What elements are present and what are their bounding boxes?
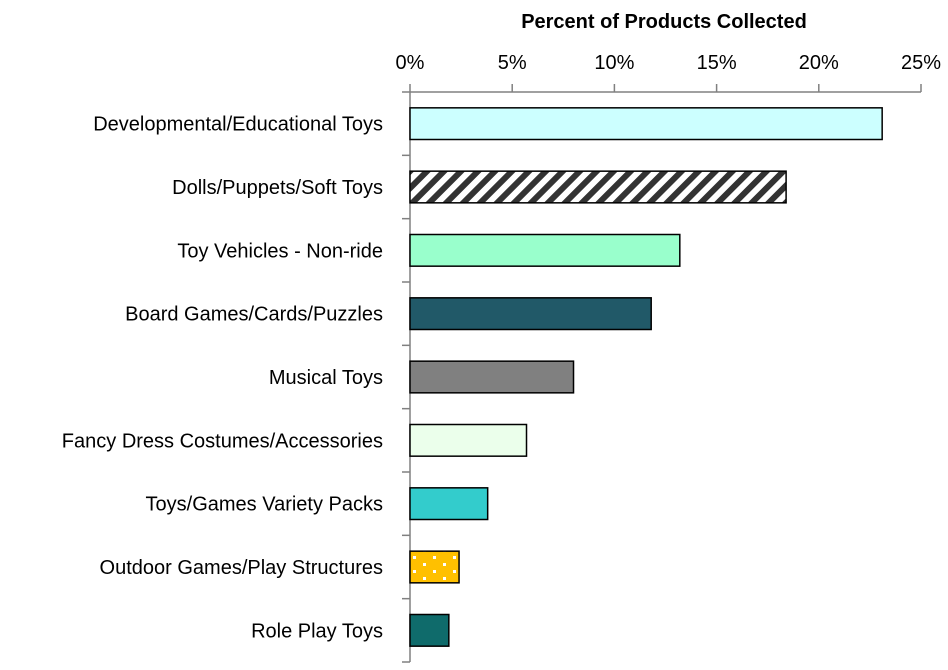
labels-layer: Developmental/Educational Toys Dolls/Pupp…	[62, 114, 383, 643]
category-label: Musical Toys	[269, 367, 383, 389]
x-tick-label: 15%	[697, 52, 737, 74]
bar	[409, 360, 575, 394]
bar	[409, 170, 787, 204]
x-tick-label: 25%	[901, 52, 941, 74]
category-label: Board Games/Cards/Puzzles	[125, 304, 383, 326]
bar	[409, 297, 652, 331]
bar	[409, 233, 681, 267]
category-label: Fancy Dress Costumes/Accessories	[62, 430, 383, 452]
category-label: Dolls/Puppets/Soft Toys	[172, 177, 383, 199]
category-label: Developmental/Educational Toys	[93, 114, 383, 136]
category-label: Toys/Games Variety Packs	[146, 494, 383, 516]
bar	[409, 107, 883, 141]
x-tick-label: 10%	[594, 52, 634, 74]
bar	[409, 550, 460, 584]
category-label: Role Play Toys	[251, 620, 383, 642]
bar	[409, 613, 450, 647]
bars-layer	[409, 107, 883, 647]
x-tick-label: 0%	[396, 52, 425, 74]
category-label: Outdoor Games/Play Structures	[100, 557, 383, 579]
bar	[409, 423, 528, 457]
x-tick-label: 20%	[799, 52, 839, 74]
x-tick-label: 5%	[498, 52, 527, 74]
x-axis-title: Percent of Products Collected	[521, 11, 807, 33]
axis-layer: 0% 5% 10% 15% 20% 25%	[396, 52, 941, 663]
category-label: Toy Vehicles - Non-ride	[177, 240, 383, 262]
bar	[409, 487, 489, 521]
